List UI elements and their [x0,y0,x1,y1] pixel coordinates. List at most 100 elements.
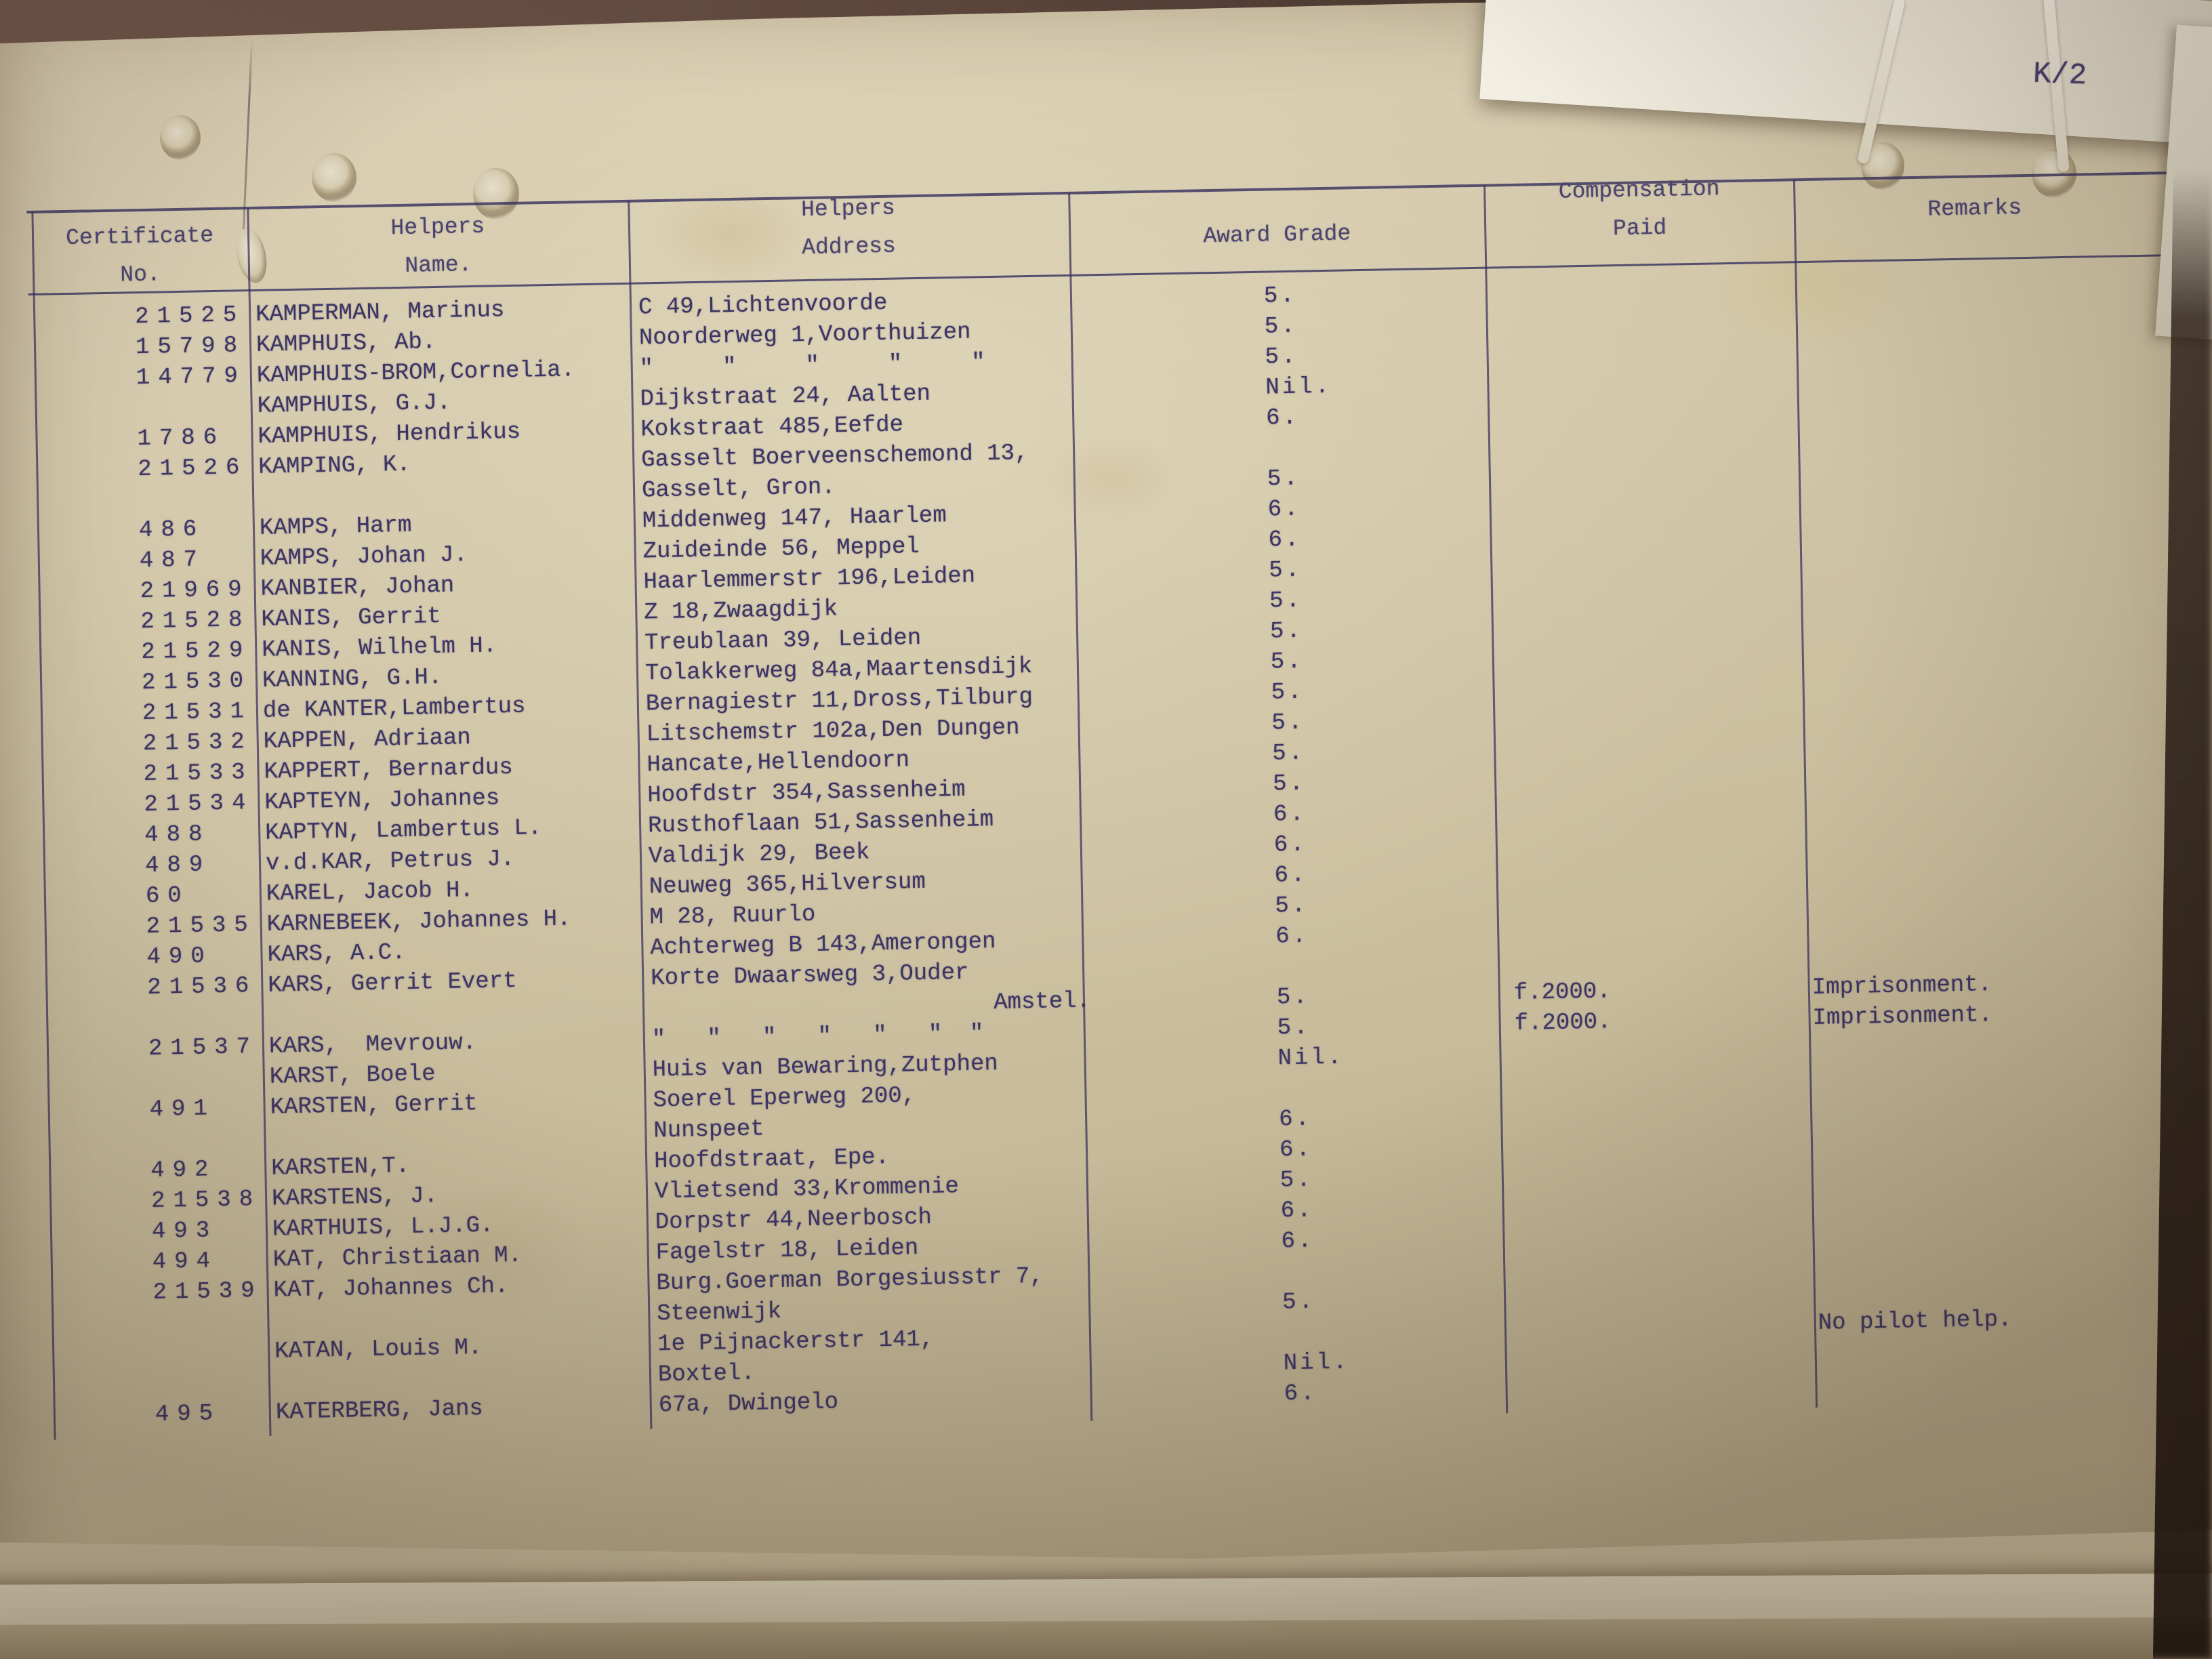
cell-name: KAMPING, K. [258,451,411,480]
cell-name: KARS, Mevrouw. [268,1030,477,1060]
cell-cert: 21537 [148,1033,259,1062]
cell-grade: 5. [1269,557,1303,584]
cell-grade: 5. [1279,1167,1314,1194]
cell-grade: Nil. [1277,1044,1345,1072]
cell-name: KATAN, Louis M. [274,1335,483,1365]
header-line: Paid [1612,215,1667,242]
column-header-certificate-no: Certificate No. [32,216,249,296]
header-line: Name. [405,252,472,279]
cell-name: KARSTEN, Gerrit [270,1091,478,1121]
cell-grade: 6. [1281,1228,1315,1255]
cell-grade: 6. [1284,1380,1317,1408]
cell-cert: 492 [150,1157,217,1184]
cell-grade: 6. [1265,405,1300,432]
cell-grade: 5. [1277,1015,1311,1042]
cell-cert: 15798 [135,333,246,361]
cell-cert: 488 [144,821,211,849]
cell-name: KANIS, Gerrit [261,603,442,633]
cell-cert: 1786 [137,424,226,453]
cell-cert: 494 [152,1248,219,1275]
cell-name: v.d.KAR, Petrus J. [265,846,515,877]
cell-cert: 21533 [143,760,253,788]
cell-cert: 487 [139,547,206,575]
cell-grade: 5. [1263,283,1298,310]
header-line: Remarks [1927,195,2022,222]
cell-grade: 6. [1280,1197,1314,1225]
cell-name: de KANTER,Lambertus [262,693,526,724]
cell-grade: 5. [1264,313,1298,340]
cell-cert: 493 [151,1218,218,1245]
cell-name: KAPTYN, Lambertus L. [264,815,542,846]
cell-name: KARST, Boele [269,1061,436,1090]
cell-name: KAMPHUIS, Ab. [255,329,436,359]
cell-grade: 6. [1274,862,1308,889]
cell-name: KARS, Gerrit Evert [268,968,517,999]
cell-cert: 495 [155,1401,222,1428]
cell-cert: 21526 [138,455,248,483]
cell-grade: 6. [1278,1106,1313,1133]
cell-grade: 5. [1265,344,1298,371]
column-header-helpers-address: Helpers Address [629,186,1068,270]
cell-cert: 21529 [140,638,251,666]
cell-grade: 5. [1272,771,1307,798]
cell-grade: 6. [1273,832,1307,859]
column-header-remarks: Remarks [1795,187,2154,232]
cell-comp: f.2000. [1514,1009,1612,1038]
cell-grade: Nil. [1283,1349,1350,1377]
cell-cert: 21538 [150,1186,262,1214]
cell-grade: 5. [1276,984,1311,1011]
cell-cert: 21539 [152,1277,264,1306]
cell-grade: 5. [1275,893,1309,920]
cell-name: KAMPERMAN, Marinus [255,298,505,328]
cell-name: KAT, Johannes Ch. [273,1273,509,1304]
header-line: Compensation [1558,176,1720,205]
cell-grade: 6. [1275,923,1309,950]
cell-cert: 21531 [142,699,253,727]
cell-cert: 21535 [146,912,257,940]
cell-name: KAT, Christiaan M. [272,1242,523,1273]
header-line: Address [801,233,897,261]
cell-name: KAMPS, Harm [259,512,412,541]
cell-grade: 5. [1282,1289,1316,1316]
page-mark: K/2 [2032,57,2088,94]
cell-cert: 21534 [144,790,254,819]
header-line: Certificate [65,223,214,251]
cell-grade: 5. [1269,618,1304,645]
cell-remark: Imprisonment. [1812,1002,1993,1031]
cell-name: KARS, A.C. [267,939,406,968]
cell-grade: 5. [1271,679,1305,706]
cell-grade: 6. [1268,527,1302,554]
cell-grade: 5. [1267,466,1301,493]
cell-name: KARSTEN,T. [270,1153,410,1182]
cell-name: KANBIER, Johan [260,573,455,602]
punch-hole [160,115,201,160]
header-line: Helpers [390,213,485,241]
cell-comp: f.2000. [1513,979,1612,1007]
cell-name: KAMPHUIS, G.J. [257,390,451,419]
column-header-helpers-name: Helpers Name. [248,205,628,288]
cell-name: KAPPEN, Adriaan [263,725,472,755]
cell-name: KARSTENS, J. [271,1183,438,1212]
cell-cert: 21528 [140,607,251,636]
cell-name: KAPTEYN, Johannes [264,785,500,816]
punch-hole [312,153,356,202]
cell-remark: Imprisonment. [1811,972,1992,1001]
cell-name: KANIS, Wilhelm H. [261,633,497,663]
cell-name: KAMPHUIS, Hendrikus [258,419,521,450]
header-line: Award Grade [1203,221,1351,249]
cell-grade: 5. [1269,588,1303,615]
cell-grade: 5. [1271,710,1305,737]
cell-grade: 5. [1270,649,1305,676]
cell-cert: 486 [138,516,205,544]
cell-name: KATERBERG, Jans [275,1396,484,1426]
cell-name: KANNING, G.H. [262,664,443,694]
header-line: No. [120,262,161,288]
cell-grade: Nil. [1265,373,1332,401]
punch-hole [473,168,519,220]
cell-remark: No pilot help. [1818,1307,2012,1336]
cell-grade: 6. [1267,496,1301,523]
cell-grade: 6. [1273,801,1307,828]
cell-cert: 60 [145,882,190,909]
